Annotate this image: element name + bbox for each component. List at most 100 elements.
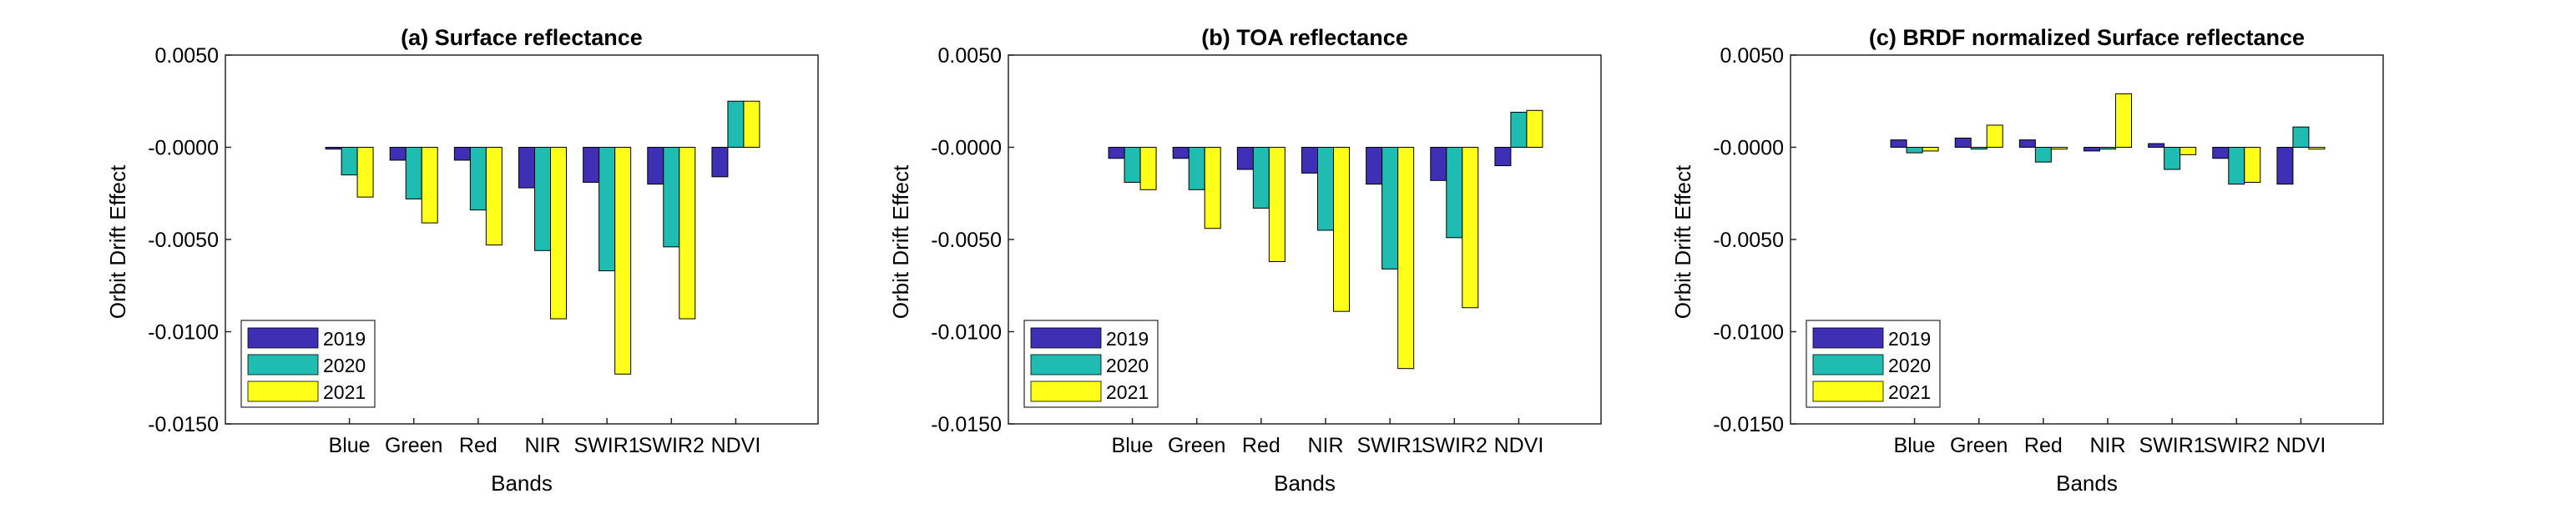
bar-2021-nir bbox=[1333, 147, 1350, 312]
y-axis-label: Orbit Drift Effect bbox=[1670, 164, 1695, 319]
bar-2019-swir1 bbox=[2148, 143, 2165, 149]
axis-ticks bbox=[1791, 54, 2302, 425]
legend: 2019 2020 2021 bbox=[1023, 320, 1159, 408]
bar-2020-ndvi bbox=[2292, 126, 2310, 149]
bar-2019-red bbox=[453, 147, 471, 161]
x-tick-label: SWIR1 bbox=[1357, 434, 1423, 457]
bar-2020-blue bbox=[1906, 147, 1923, 154]
y-tick-labels: 0.0050 -0.0000 -0.0050 -0.0100 -0.0150 bbox=[148, 44, 219, 436]
x-tick-label: NDVI bbox=[711, 434, 761, 457]
chart-title: (a) Surface reflectance bbox=[401, 25, 643, 50]
bar-2020-nir bbox=[1317, 147, 1334, 231]
y-tick-label: -0.0100 bbox=[931, 321, 1002, 345]
bar-2021-ndvi bbox=[743, 100, 760, 148]
x-tick-label: Green bbox=[1168, 434, 1225, 457]
legend-label-2019: 2019 bbox=[1106, 328, 1149, 350]
panel-c: (c) BRDF normalized Surface reflectance … bbox=[1670, 25, 2384, 496]
x-tick-label: SWIR2 bbox=[2204, 434, 2270, 457]
y-tick-label: -0.0050 bbox=[1713, 229, 1784, 252]
bar-2020-swir1 bbox=[1381, 147, 1399, 270]
bar-2021-swir2 bbox=[1462, 147, 1479, 309]
legend-swatch-2019 bbox=[1812, 327, 1884, 349]
bar-2021-swir1 bbox=[1397, 147, 1415, 370]
legend-swatch-2021 bbox=[1030, 380, 1102, 402]
bar-2020-swir1 bbox=[2164, 147, 2181, 170]
bar-2020-swir2 bbox=[2228, 147, 2245, 185]
bar-2020-green bbox=[1970, 147, 1988, 150]
x-tick-label: Red bbox=[459, 434, 498, 457]
bar-2019-swir2 bbox=[1430, 147, 1447, 181]
bar-2021-ndvi bbox=[1526, 109, 1543, 149]
legend-swatch-2020 bbox=[247, 354, 319, 375]
x-axis-label: Bands bbox=[1274, 471, 1336, 496]
bar-2020-swir2 bbox=[1446, 147, 1463, 239]
x-tick-label: SWIR2 bbox=[639, 434, 705, 457]
x-tick-label: Red bbox=[2024, 434, 2063, 457]
bar-2019-swir1 bbox=[583, 147, 600, 183]
y-tick-label: -0.0000 bbox=[931, 137, 1002, 160]
bar-2021-blue bbox=[1922, 147, 1939, 152]
bars bbox=[1108, 109, 1543, 370]
bar-2021-swir1 bbox=[2179, 147, 2197, 155]
y-tick-label: 0.0050 bbox=[155, 44, 219, 68]
y-tick-label: -0.0150 bbox=[148, 413, 219, 436]
legend-label-2021: 2021 bbox=[323, 381, 366, 403]
bar-2020-swir1 bbox=[599, 147, 616, 272]
bars bbox=[1890, 93, 2326, 185]
bar-2019-ndvi bbox=[2276, 147, 2294, 185]
panel-b: (b) TOA reflectance Orbit Drift Effect B… bbox=[888, 25, 1602, 496]
legend: 2019 2020 2021 bbox=[240, 320, 376, 408]
bar-2020-swir2 bbox=[663, 147, 680, 248]
y-tick-label: -0.0100 bbox=[1713, 321, 1784, 345]
y-tick-label: 0.0050 bbox=[938, 44, 1002, 68]
bar-2021-swir1 bbox=[614, 147, 632, 375]
x-tick-label: SWIR1 bbox=[2139, 434, 2205, 457]
bar-2021-red bbox=[2050, 147, 2068, 150]
x-tick-label: NDVI bbox=[1494, 434, 1544, 457]
x-axis-label: Bands bbox=[491, 471, 553, 496]
bar-2021-green bbox=[1986, 124, 2003, 148]
legend-swatch-2021 bbox=[247, 380, 319, 402]
x-tick-label: SWIR1 bbox=[574, 434, 640, 457]
x-tick-label: Green bbox=[385, 434, 442, 457]
bar-2019-blue bbox=[1890, 139, 1907, 149]
x-tick-label: NIR bbox=[2089, 434, 2125, 457]
legend-swatch-2021 bbox=[1812, 380, 1884, 402]
bar-2019-red bbox=[2018, 139, 2036, 149]
bar-2019-nir bbox=[2084, 147, 2100, 152]
x-tick-label: Blue bbox=[1894, 434, 1936, 457]
bar-2020-red bbox=[469, 147, 487, 211]
y-axis-label: Orbit Drift Effect bbox=[888, 164, 913, 319]
x-tick-label: Red bbox=[1242, 434, 1280, 457]
bar-2020-blue bbox=[1124, 147, 1141, 183]
legend-label-2021: 2021 bbox=[1888, 381, 1931, 403]
bar-2021-green bbox=[1204, 147, 1221, 229]
bar-2019-green bbox=[1172, 147, 1190, 159]
legend-swatch-2019 bbox=[1030, 327, 1102, 349]
bar-2019-blue bbox=[1108, 147, 1125, 159]
y-tick-label: -0.0050 bbox=[148, 229, 219, 252]
bar-2021-green bbox=[421, 147, 438, 224]
y-tick-label: 0.0050 bbox=[1720, 44, 1784, 68]
bar-2021-nir bbox=[550, 147, 567, 320]
bar-2021-blue bbox=[356, 147, 374, 198]
bar-2019-red bbox=[1236, 147, 1254, 170]
chart-title: (c) BRDF normalized Surface reflectance bbox=[1869, 25, 2305, 50]
legend-label-2020: 2020 bbox=[1106, 355, 1149, 376]
bar-2019-nir bbox=[1301, 147, 1318, 174]
legend-label-2019: 2019 bbox=[1888, 328, 1931, 350]
bar-2020-green bbox=[405, 147, 422, 199]
x-tick-label: Blue bbox=[1112, 434, 1154, 457]
legend-label-2019: 2019 bbox=[323, 328, 366, 350]
bar-2020-nir bbox=[534, 147, 551, 251]
bar-2020-nir bbox=[2099, 147, 2116, 150]
bar-2021-red bbox=[1268, 147, 1285, 263]
legend-swatch-2020 bbox=[1030, 354, 1102, 375]
y-tick-label: -0.0150 bbox=[1713, 413, 1784, 436]
bar-2019-swir2 bbox=[2212, 147, 2230, 159]
bar-2020-blue bbox=[341, 147, 358, 176]
bar-2019-blue bbox=[325, 147, 342, 150]
